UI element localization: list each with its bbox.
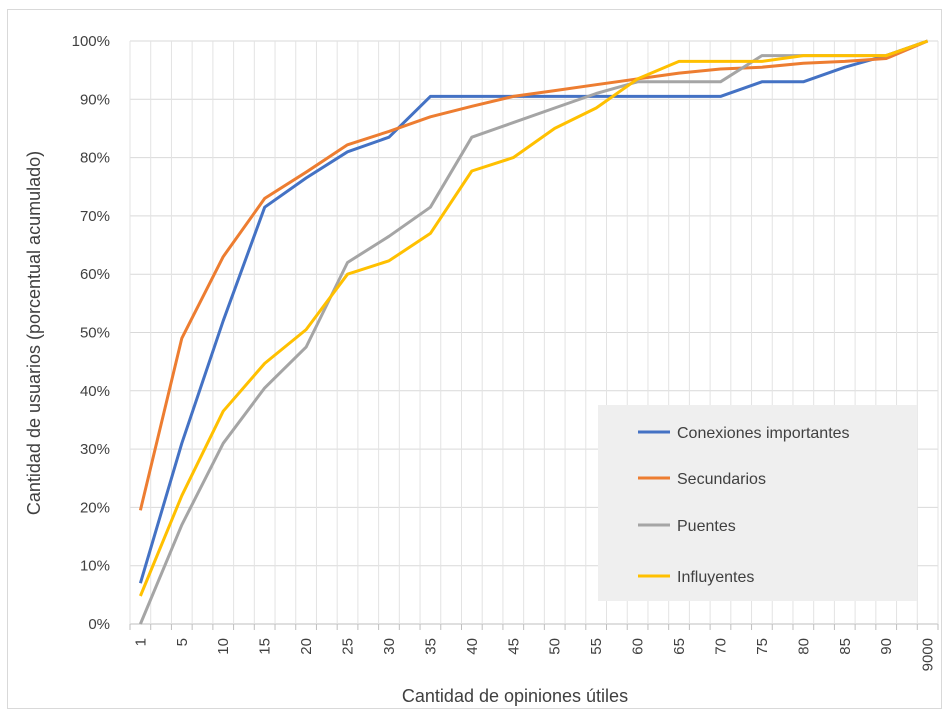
legend-label: Conexiones importantes xyxy=(677,425,850,442)
x-tick-label: 55 xyxy=(588,638,605,655)
y-tick-label: 70% xyxy=(80,208,110,225)
x-tick-label: 5 xyxy=(174,638,191,646)
y-tick-label: 60% xyxy=(80,266,110,283)
legend-label: Secundarios xyxy=(677,471,766,488)
y-tick-label: 20% xyxy=(80,499,110,516)
x-tick-label: 1 xyxy=(132,638,149,646)
y-tick-label: 30% xyxy=(80,441,110,458)
y-tick-label: 0% xyxy=(88,616,110,633)
x-tick-label: 70 xyxy=(712,638,729,655)
y-tick-label: 90% xyxy=(80,91,110,108)
x-axis-ticks: 1 5 10 15 20 25 30 35 40 45 50 55 60 65 70 75 80 85 90 9000 xyxy=(132,638,936,671)
legend-background xyxy=(598,405,917,601)
x-tick-label: 75 xyxy=(754,638,771,655)
series-line-2 xyxy=(138,39,929,511)
y-tick-label: 40% xyxy=(80,383,110,400)
x-tick-label: 40 xyxy=(464,638,481,655)
y-tick-label: 100% xyxy=(72,33,110,50)
y-axis-ticks: 0% 10% 20% 30% 40% 50% 60% 70% 80% 90% 100% xyxy=(72,33,110,633)
series-line-1 xyxy=(138,39,929,584)
x-axis-title: Cantidad de opiniones útiles xyxy=(402,686,628,706)
legend-label: Influyentes xyxy=(677,569,754,586)
y-tick-label: 80% xyxy=(80,150,110,167)
x-tick-label: 35 xyxy=(422,638,439,655)
legend: Conexiones importantes Secundarios Puentes… xyxy=(598,405,917,601)
y-axis-title: Cantidad de usuarios (porcentual acumula… xyxy=(24,151,44,515)
x-tick-label: 50 xyxy=(547,638,564,655)
x-tick-label: 20 xyxy=(298,638,315,655)
x-tick-label: 85 xyxy=(837,638,854,655)
x-tick-label: 80 xyxy=(795,638,812,655)
series-lines xyxy=(138,39,929,625)
x-tick-label: 60 xyxy=(630,638,647,655)
x-tick-label: 10 xyxy=(215,638,232,655)
x-tick-label: 9000 xyxy=(920,638,937,671)
x-tick-label: 90 xyxy=(878,638,895,655)
x-tick-label: 30 xyxy=(381,638,398,655)
x-tick-label: 45 xyxy=(505,638,522,655)
x-tick-label: 25 xyxy=(340,638,357,655)
x-tick-label: 65 xyxy=(671,638,688,655)
x-tick-label: 15 xyxy=(257,638,274,655)
y-tick-label: 50% xyxy=(80,325,110,342)
y-tick-label: 10% xyxy=(80,558,110,575)
legend-label: Puentes xyxy=(677,518,736,535)
series-line-4 xyxy=(139,39,929,597)
